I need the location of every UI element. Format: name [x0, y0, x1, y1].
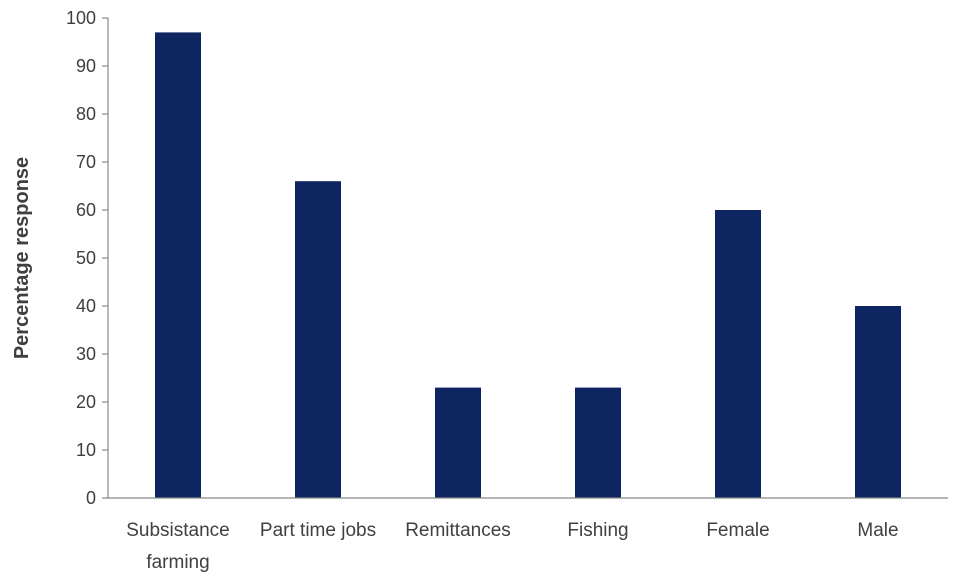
x-tick-label: Part time jobs — [260, 520, 376, 541]
y-tick-label: 20 — [76, 392, 96, 412]
x-tick-label: Remittances — [405, 520, 511, 541]
bar — [575, 387, 621, 498]
bars-group — [155, 32, 901, 499]
y-tick-label: 10 — [76, 440, 96, 460]
bar — [715, 210, 761, 498]
y-tick-label: 30 — [76, 344, 96, 364]
bar — [155, 32, 201, 499]
y-tick-label: 90 — [76, 56, 96, 76]
y-tick-label: 60 — [76, 200, 96, 220]
bar — [855, 306, 901, 498]
y-tick-label: 80 — [76, 104, 96, 124]
y-axis-label: Percentage response — [11, 157, 33, 359]
bar — [435, 387, 481, 498]
y-tick-label: 40 — [76, 296, 96, 316]
y-axis-ticks: 0 10 20 30 40 50 60 70 80 90 100 — [66, 8, 108, 508]
y-tick-label: 100 — [66, 8, 96, 28]
x-tick-label: Subsistance farming — [126, 520, 230, 573]
x-tick-label: Female — [706, 520, 769, 541]
x-tick-label: Fishing — [567, 520, 628, 541]
bar — [295, 181, 341, 498]
y-tick-label: 0 — [86, 488, 96, 508]
x-tick-label: Male — [857, 520, 898, 541]
y-tick-label: 50 — [76, 248, 96, 268]
y-tick-label: 70 — [76, 152, 96, 172]
x-axis-labels: Subsistance farming Part time jobs Remittan… — [126, 520, 898, 573]
